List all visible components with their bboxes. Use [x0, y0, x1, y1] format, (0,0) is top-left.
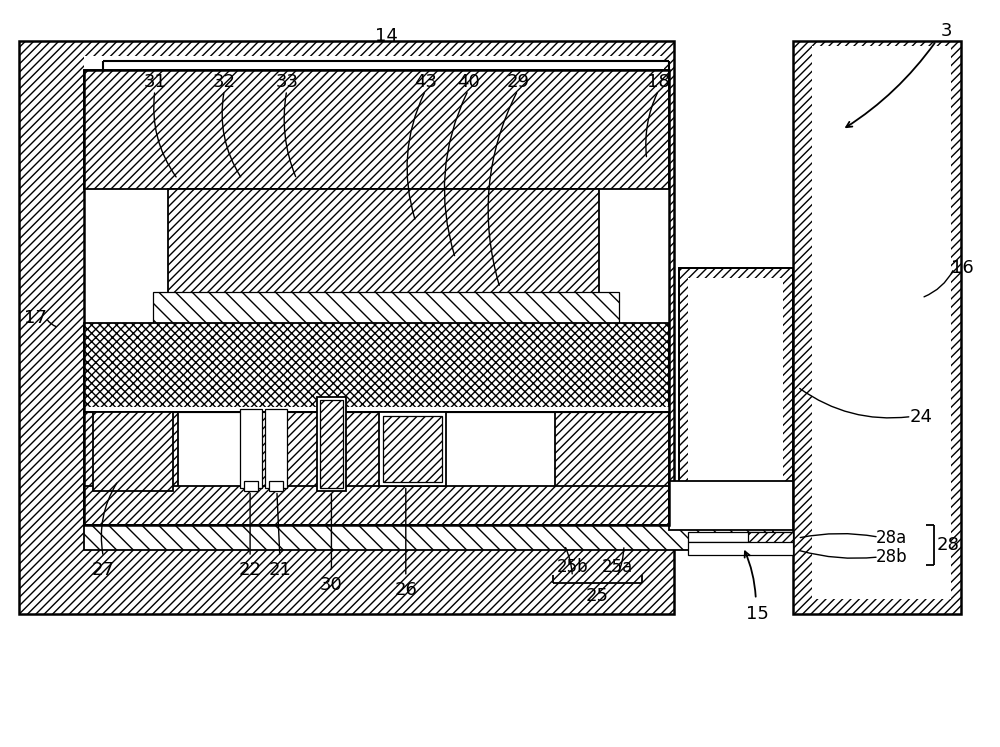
Bar: [84, 70, 669, 525]
Text: 18: 18: [647, 73, 670, 91]
Bar: [168, 189, 599, 293]
Text: 25b: 25b: [557, 558, 588, 576]
Bar: [793, 41, 961, 614]
Text: 25a: 25a: [601, 558, 633, 576]
Bar: [679, 268, 793, 525]
Bar: [320, 400, 343, 488]
Bar: [679, 268, 793, 525]
Bar: [269, 481, 283, 491]
Bar: [748, 532, 793, 548]
Bar: [265, 409, 287, 488]
Text: 22: 22: [239, 561, 262, 579]
Bar: [84, 486, 669, 525]
Text: 24: 24: [910, 408, 933, 426]
Text: 30: 30: [320, 576, 343, 594]
Bar: [153, 292, 619, 327]
Bar: [84, 406, 669, 411]
Bar: [257, 412, 391, 525]
Text: 16: 16: [951, 259, 973, 277]
Text: 25: 25: [586, 587, 609, 606]
Bar: [93, 412, 173, 491]
Text: 17: 17: [24, 309, 47, 326]
Text: 40: 40: [457, 73, 480, 91]
Text: 26: 26: [394, 580, 417, 598]
Bar: [812, 46, 951, 599]
Bar: [84, 525, 773, 550]
Bar: [244, 481, 258, 491]
Bar: [240, 409, 262, 488]
Text: 28a: 28a: [876, 529, 907, 547]
Bar: [84, 55, 664, 525]
Bar: [317, 397, 346, 491]
Bar: [84, 70, 669, 189]
Bar: [669, 481, 793, 530]
Text: 27: 27: [92, 561, 115, 579]
Bar: [19, 41, 674, 614]
Bar: [379, 412, 446, 486]
Text: 28: 28: [937, 536, 960, 554]
Text: 32: 32: [213, 73, 236, 91]
Bar: [84, 412, 669, 525]
Text: 3: 3: [941, 22, 952, 40]
Text: 14: 14: [375, 27, 397, 45]
Bar: [555, 412, 669, 525]
Text: 29: 29: [506, 73, 529, 91]
Bar: [688, 532, 793, 542]
Bar: [688, 278, 783, 515]
Text: 15: 15: [746, 605, 769, 623]
Bar: [84, 70, 669, 525]
Text: 28b: 28b: [876, 548, 908, 566]
Bar: [84, 323, 669, 412]
Bar: [84, 412, 178, 525]
Text: 33: 33: [275, 73, 298, 91]
Text: 21: 21: [268, 561, 291, 579]
Bar: [688, 542, 793, 555]
Text: 31: 31: [143, 73, 166, 91]
Bar: [383, 415, 442, 482]
Text: 43: 43: [414, 73, 437, 91]
